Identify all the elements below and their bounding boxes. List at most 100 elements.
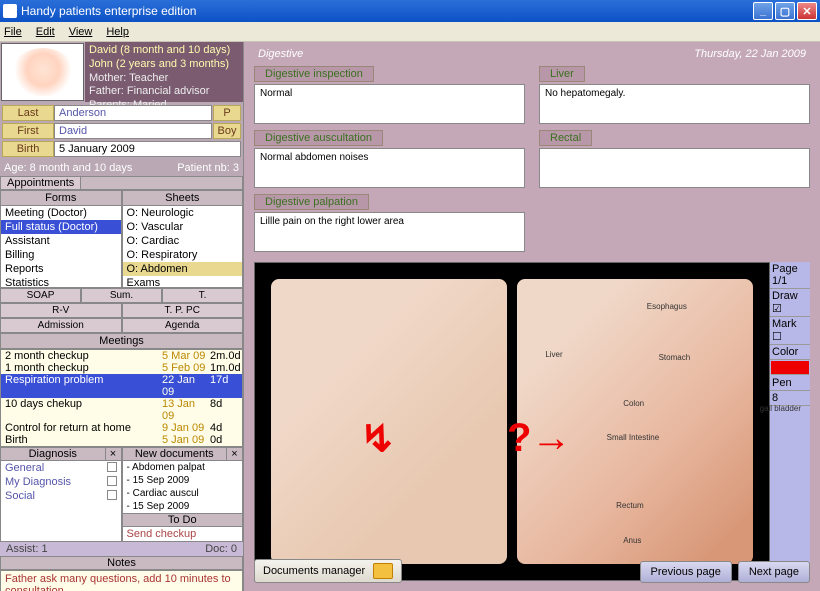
family-info: David (8 month and 10 days) John (2 year… xyxy=(85,42,243,102)
previous-page-button[interactable]: Previous page xyxy=(640,561,732,583)
exam-label: Digestive palpation xyxy=(254,194,369,210)
folder-icon xyxy=(373,563,393,579)
sheets-list[interactable]: O: NeurologicO: VascularO: CardiacO: Res… xyxy=(123,206,243,287)
table-row[interactable]: Control for return at home9 Jan 094d xyxy=(1,422,242,434)
diag-close-icon[interactable]: × xyxy=(105,448,121,460)
btn-admission[interactable]: Admission xyxy=(0,318,122,333)
btn-tppc[interactable]: T. P. PC xyxy=(122,303,244,318)
list-item[interactable]: Full status (Doctor) xyxy=(1,220,121,234)
list-item[interactable]: Assistant xyxy=(1,234,121,248)
diagnosis-list[interactable]: GeneralMy DiagnosisSocial xyxy=(1,461,121,541)
last-input[interactable]: Anderson xyxy=(54,105,212,121)
btn-rv[interactable]: R-V xyxy=(0,303,122,318)
patient-photo[interactable] xyxy=(1,43,84,101)
exam-grid: Digestive inspectionNormalLiverNo hepato… xyxy=(244,66,820,252)
exam-label: Digestive auscultation xyxy=(254,130,383,146)
first-ext[interactable]: Boy xyxy=(213,123,241,139)
list-item[interactable]: O: Abdomen xyxy=(123,262,243,276)
doc-count: Doc: 0 xyxy=(205,543,237,555)
color-label: Color xyxy=(770,345,810,360)
documents-manager-button[interactable]: Documents manager xyxy=(254,559,402,583)
last-label: Last xyxy=(2,105,54,121)
list-item[interactable]: O: Neurologic xyxy=(123,206,243,220)
app-icon xyxy=(3,4,17,18)
image-tools: Page 1/1 Draw ☑ Mark ☐ Color Pen 8 xyxy=(770,262,810,581)
color-swatch[interactable] xyxy=(771,361,809,375)
menu-edit[interactable]: Edit xyxy=(36,26,55,38)
newdocs-header: New documents xyxy=(123,448,227,460)
diagnosis-header: Diagnosis xyxy=(1,448,105,460)
page-date: Thursday, 22 Jan 2009 xyxy=(694,48,806,60)
list-item[interactable]: Social xyxy=(1,489,121,503)
page-title: Digestive xyxy=(258,48,303,60)
first-input[interactable]: David xyxy=(54,123,212,139)
forms-list[interactable]: Meeting (Doctor)Full status (Doctor)Assi… xyxy=(1,206,121,287)
list-item[interactable]: - 15 Sep 2009 xyxy=(123,500,243,513)
exam-value[interactable] xyxy=(539,148,810,188)
page-indicator: Page 1/1 xyxy=(770,262,810,289)
table-row[interactable]: 1 month checkup5 Feb 091m.0d xyxy=(1,362,242,374)
mark-tool[interactable]: Mark ☐ xyxy=(770,317,810,345)
list-item[interactable]: Exams xyxy=(123,276,243,287)
birth-input[interactable]: 5 January 2009 xyxy=(54,141,241,157)
exam-box: LiverNo hepatomegaly. xyxy=(539,66,810,124)
list-item[interactable]: O: Cardiac xyxy=(123,234,243,248)
sheets-header: Sheets xyxy=(123,191,243,206)
red-arrow-mark: ↯ xyxy=(356,413,398,465)
minimize-button[interactable]: _ xyxy=(753,2,773,20)
btn-soap[interactable]: SOAP xyxy=(0,288,81,303)
send-checkup[interactable]: Send checkup xyxy=(123,527,243,541)
exam-value[interactable]: Normal xyxy=(254,84,525,124)
list-item[interactable]: - Cardiac auscul xyxy=(123,487,243,500)
btn-t[interactable]: T. xyxy=(162,288,243,303)
table-row[interactable]: Birth5 Jan 090d xyxy=(1,434,242,446)
exam-box: Digestive auscultation Normal abdomen noi… xyxy=(254,130,525,188)
table-row[interactable]: Respiration problem22 Jan 0917d xyxy=(1,374,242,398)
table-row[interactable]: 2 month checkup5 Mar 092m.0d xyxy=(1,350,242,362)
list-item[interactable]: - 15 Sep 2009 xyxy=(123,474,243,487)
notes-header: Notes xyxy=(0,556,243,570)
list-item[interactable]: Billing xyxy=(1,248,121,262)
anatomy-image[interactable]: ↯ ?→ Esophagus Liver Stomach Colon Small… xyxy=(254,262,770,581)
birth-label: Birth xyxy=(2,141,54,157)
menu-help[interactable]: Help xyxy=(106,26,129,38)
assist-count: Assist: 1 xyxy=(6,543,48,555)
list-item[interactable]: O: Vascular xyxy=(123,220,243,234)
list-item[interactable]: Reports xyxy=(1,262,121,276)
red-question-mark: ?→ xyxy=(507,416,571,461)
list-item[interactable]: Meeting (Doctor) xyxy=(1,206,121,220)
list-item[interactable]: O: Respiratory xyxy=(123,248,243,262)
list-item[interactable]: - Abdomen palpat xyxy=(123,461,243,474)
todo-header: To Do xyxy=(123,513,243,527)
pen-label: Pen xyxy=(770,376,810,391)
list-item[interactable]: Statistics xyxy=(1,276,121,287)
notes-body[interactable]: Father ask many questions, add 10 minute… xyxy=(0,570,243,591)
btn-sum[interactable]: Sum. xyxy=(81,288,162,303)
newdocs-list[interactable]: - Abdomen palpat- 15 Sep 2009- Cardiac a… xyxy=(123,461,243,513)
last-ext[interactable]: P xyxy=(213,105,241,121)
next-page-button[interactable]: Next page xyxy=(738,561,810,583)
menu-view[interactable]: View xyxy=(69,26,93,38)
exam-value[interactable]: Normal abdomen noises xyxy=(254,148,525,188)
meetings-list[interactable]: 2 month checkup5 Mar 092m.0d1 month chec… xyxy=(0,349,243,447)
newdocs-close-icon[interactable]: × xyxy=(226,448,242,460)
exam-box: Rectal xyxy=(539,130,810,188)
age-text: Age: 8 month and 10 days xyxy=(4,162,132,174)
sidebar: David (8 month and 10 days) John (2 year… xyxy=(0,42,244,591)
first-label: First xyxy=(2,123,54,139)
exam-value[interactable]: Lillle pain on the right lower area xyxy=(254,212,525,252)
exam-label: Rectal xyxy=(539,130,592,146)
close-button[interactable]: ✕ xyxy=(797,2,817,20)
menu-file[interactable]: File xyxy=(4,26,22,38)
meetings-header: Meetings xyxy=(0,333,243,349)
list-item[interactable]: General xyxy=(1,461,121,475)
draw-tool[interactable]: Draw ☑ xyxy=(770,289,810,317)
btn-agenda[interactable]: Agenda xyxy=(122,318,244,333)
table-row[interactable]: 10 days chekup13 Jan 098d xyxy=(1,398,242,422)
exam-box: Digestive inspectionNormal xyxy=(254,66,525,124)
list-item[interactable]: My Diagnosis xyxy=(1,475,121,489)
exam-value[interactable]: No hepatomegaly. xyxy=(539,84,810,124)
window-title: Handy patients enterprise edition xyxy=(21,4,753,18)
maximize-button[interactable]: ▢ xyxy=(775,2,795,20)
tab-appointments[interactable]: Appointments xyxy=(1,177,81,189)
